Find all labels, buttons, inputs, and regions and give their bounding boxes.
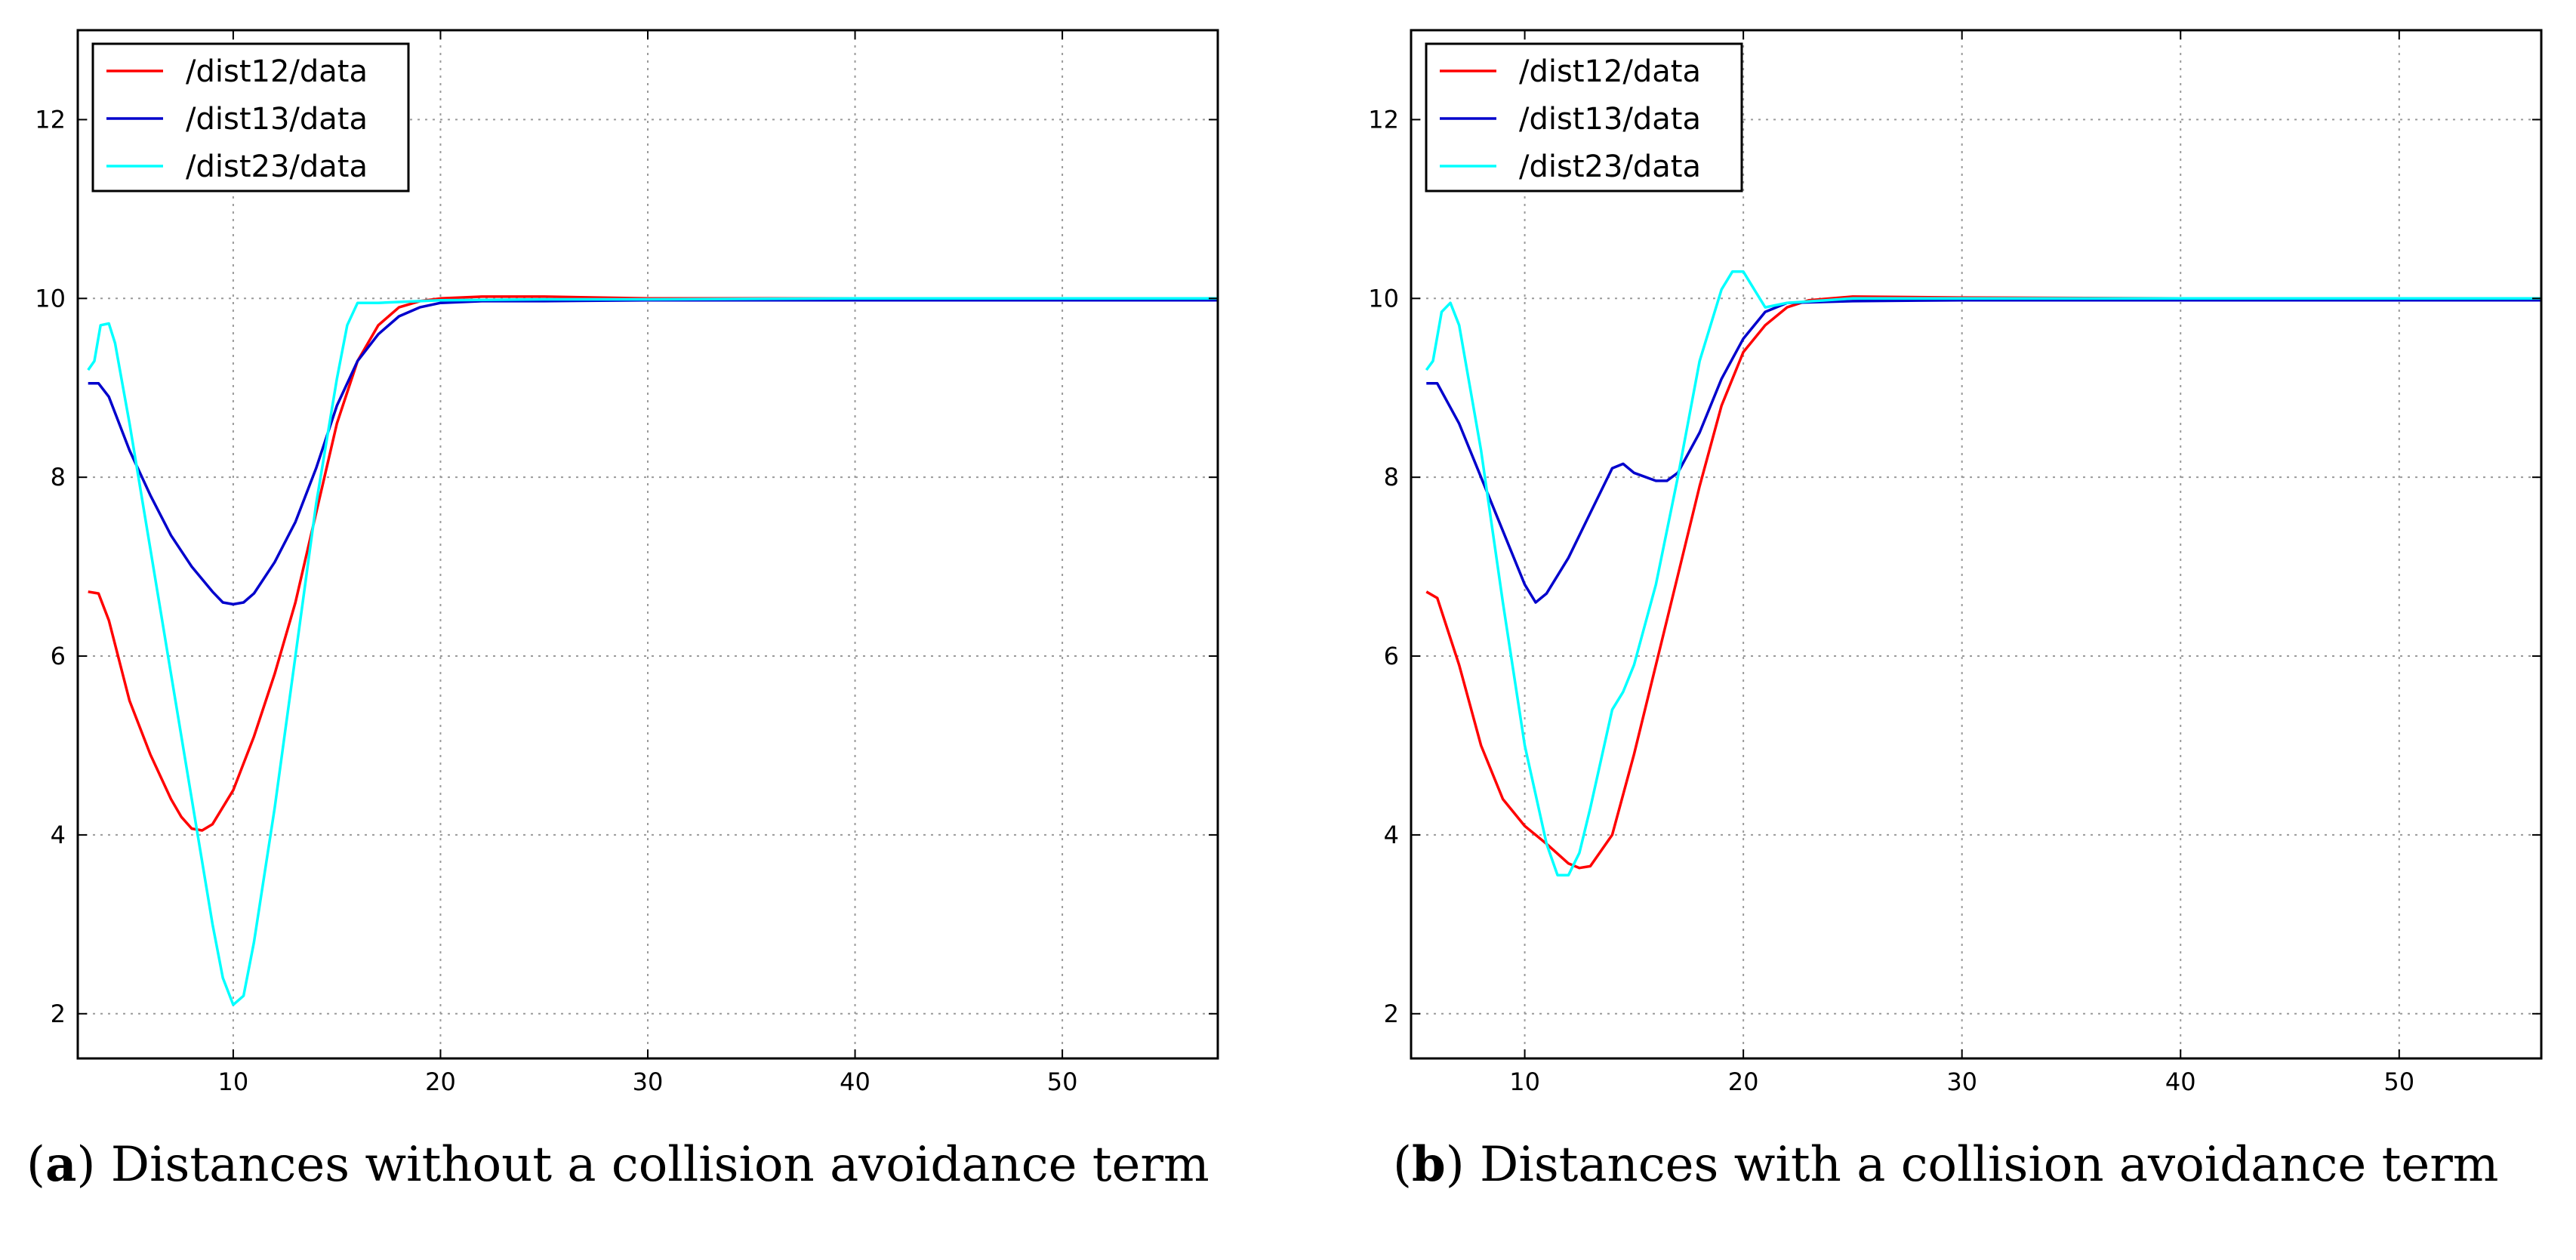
caption-b: (b) Distances with a collision avoidance… — [1393, 1136, 2499, 1193]
caption-a-label: a — [45, 1136, 77, 1193]
legend: /dist12/data/dist13/data/dist23/data — [91, 42, 410, 193]
legend-label: /dist23/data — [1519, 149, 1701, 184]
series-line-dist12 — [88, 295, 1218, 832]
plot-frame — [1410, 29, 2543, 1060]
x-tick-label: 20 — [425, 1067, 456, 1096]
y-tick-label: 4 — [1384, 821, 1399, 849]
x-tick-label: 20 — [1728, 1067, 1759, 1096]
y-tick-label: 10 — [35, 284, 66, 313]
legend-label: /dist12/data — [186, 54, 368, 89]
series-line-dist23 — [87, 297, 1218, 1006]
series-line-dist12 — [1425, 295, 2541, 870]
x-tick-label: 40 — [840, 1067, 870, 1096]
y-tick-label: 12 — [1368, 105, 1399, 134]
y-tick-label: 2 — [51, 1000, 66, 1028]
series-line-dist23 — [1425, 270, 2541, 876]
caption-a-text: Distances without a collision avoidance … — [110, 1137, 1209, 1193]
y-tick-label: 8 — [1384, 463, 1399, 491]
legend-label: /dist13/data — [1519, 102, 1701, 137]
legend-label: /dist13/data — [186, 102, 368, 137]
legend: /dist12/data/dist13/data/dist23/data — [1425, 42, 1743, 193]
y-tick-label: 2 — [1384, 1000, 1399, 1028]
legend-label: /dist12/data — [1519, 54, 1701, 89]
series-line-dist13 — [1426, 298, 2541, 604]
x-tick-label: 10 — [1509, 1067, 1540, 1096]
x-tick-label: 30 — [633, 1067, 664, 1096]
y-tick-label: 6 — [51, 642, 66, 670]
caption-a: (a) Distances without a collision avoida… — [26, 1136, 1209, 1193]
y-tick-label: 6 — [1384, 642, 1399, 670]
chart-panel-a: 10 20 30 40 50 2 4 6 8 10 12/dist12/data/dist13/da… — [35, 29, 1219, 1096]
series-line-dist13 — [88, 298, 1218, 606]
x-tick-label: 40 — [2165, 1067, 2196, 1096]
x-tick-label: 30 — [1946, 1067, 1977, 1096]
x-tick-label: 50 — [1047, 1067, 1078, 1096]
y-tick-label: 12 — [35, 105, 66, 134]
legend-label: /dist23/data — [186, 149, 368, 184]
y-tick-label: 4 — [51, 821, 66, 849]
x-tick-label: 10 — [218, 1067, 249, 1096]
caption-b-text: Distances with a collision avoidance ter… — [1480, 1137, 2499, 1193]
chart-panel-b: 10 20 30 40 50 2 4 6 8 10 12/dist12/data/dist13/da… — [1368, 29, 2543, 1096]
y-tick-label: 8 — [51, 463, 66, 491]
y-tick-label: 10 — [1368, 284, 1399, 313]
x-tick-label: 50 — [2383, 1067, 2414, 1096]
caption-b-label: b — [1411, 1136, 1446, 1193]
